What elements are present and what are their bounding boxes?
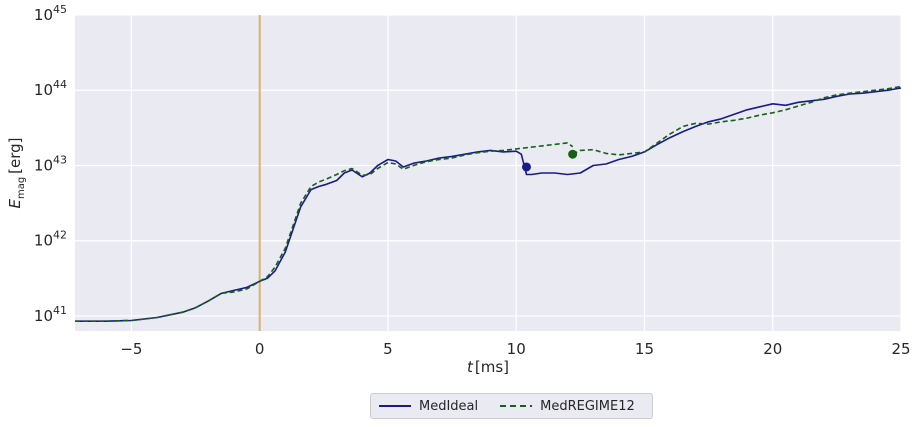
series-end-marker-1 bbox=[568, 149, 578, 159]
x-tick-labels: −5 0 5 10 15 20 25 bbox=[120, 340, 910, 358]
legend-swatch-medregime12 bbox=[500, 405, 533, 407]
y-tick-labels: 1041 1042 1043 1044 1045 bbox=[34, 3, 67, 325]
legend-label-medideal: MedIdeal bbox=[419, 398, 479, 414]
x-tick-label: −5 bbox=[120, 340, 142, 358]
series-line-0 bbox=[75, 87, 902, 322]
series-end-marker-0 bbox=[521, 162, 531, 172]
plot-background bbox=[75, 15, 901, 331]
y-tick-label: 1042 bbox=[34, 229, 67, 250]
series-line-2 bbox=[572, 85, 902, 156]
legend-swatch-medideal bbox=[379, 405, 411, 407]
y-tick-label: 1044 bbox=[34, 78, 67, 99]
x-tick-label: 20 bbox=[763, 340, 782, 358]
legend-entry-medregime12: MedREGIME12 bbox=[500, 399, 635, 414]
legend-entry-medideal: MedIdeal bbox=[379, 399, 478, 414]
x-axis-label: t [ms] bbox=[467, 358, 509, 376]
x-tick-label: 15 bbox=[635, 340, 654, 358]
series-group bbox=[75, 85, 902, 322]
y-axis-label: Emag[erg] bbox=[6, 137, 27, 208]
legend-label-medregime12: MedREGIME12 bbox=[540, 398, 635, 414]
series-line-1 bbox=[75, 142, 574, 322]
x-tick-label: 0 bbox=[255, 340, 265, 358]
x-tick-label: 25 bbox=[891, 340, 910, 358]
legend: MedIdeal MedREGIME12 bbox=[370, 393, 653, 419]
x-tick-label: 5 bbox=[383, 340, 393, 358]
grid bbox=[75, 14, 902, 331]
y-tick-label: 1041 bbox=[34, 304, 67, 325]
x-tick-label: 10 bbox=[507, 340, 526, 358]
y-tick-label: 1043 bbox=[34, 153, 67, 174]
y-tick-label: 1045 bbox=[34, 3, 67, 24]
